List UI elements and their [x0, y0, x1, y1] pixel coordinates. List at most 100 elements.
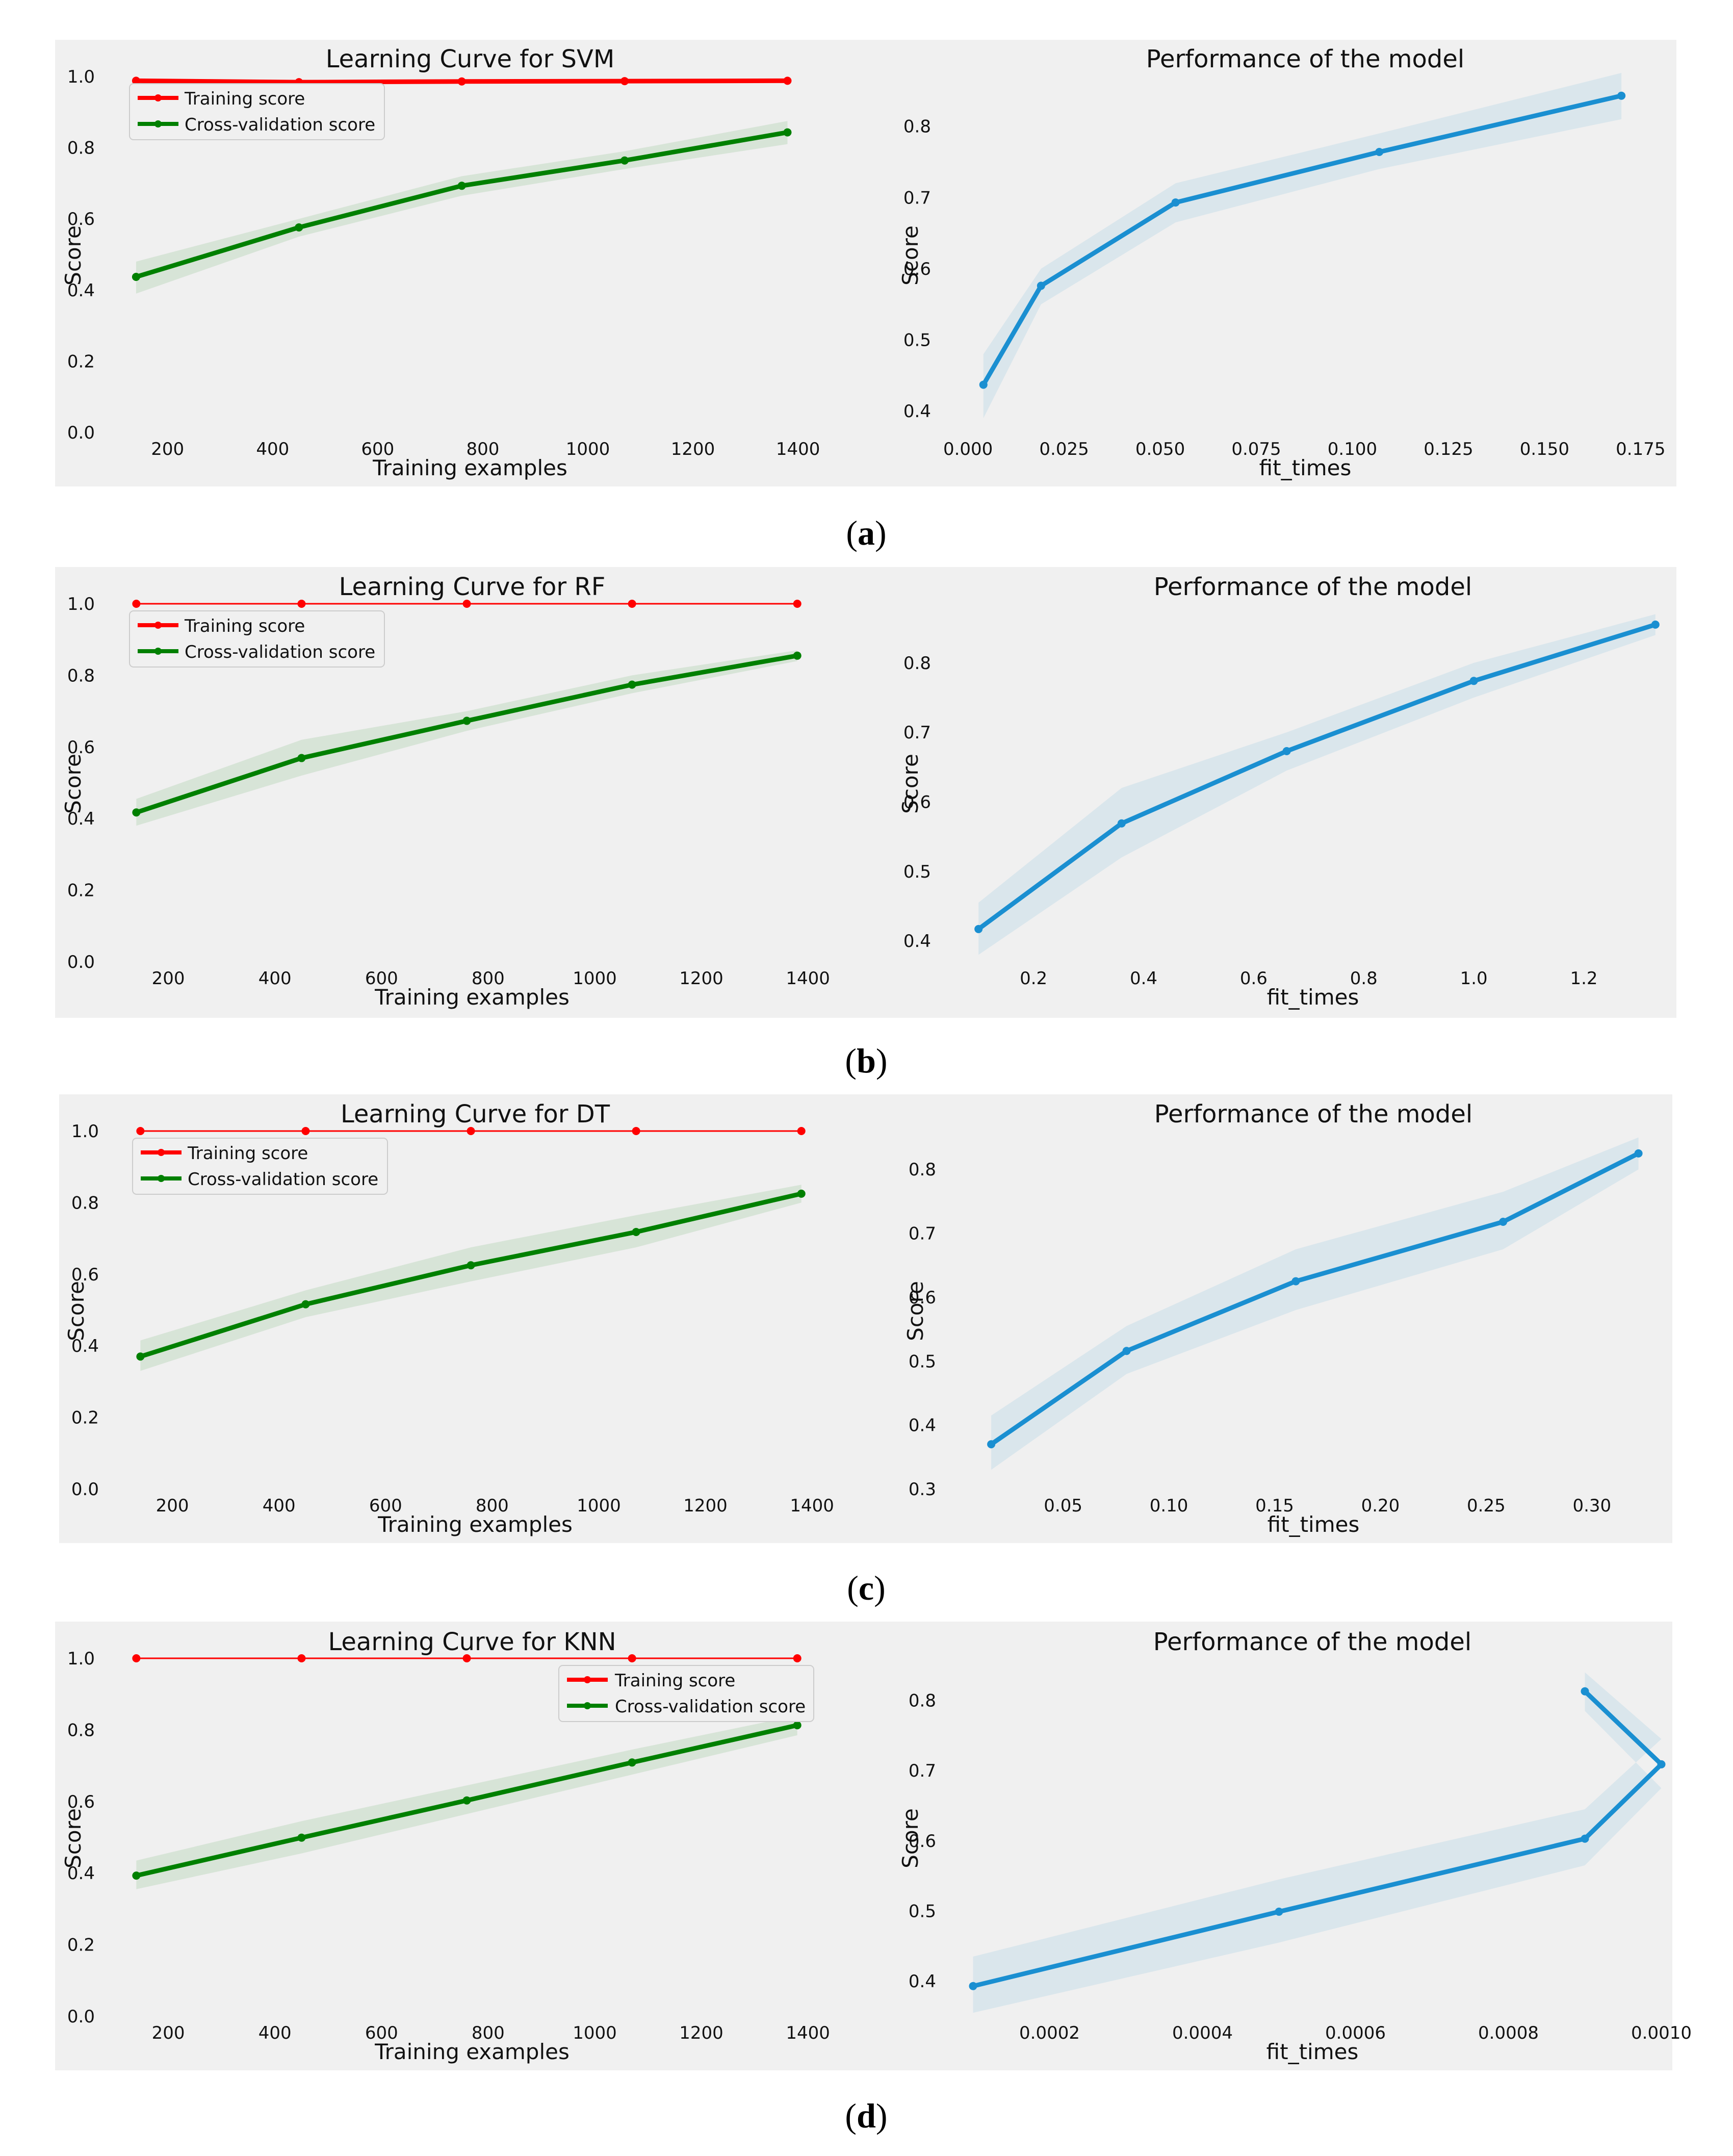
caption-b: (b)	[845, 1041, 887, 1080]
chart-title: Performance of the model	[1154, 1100, 1472, 1128]
x-tick-label: 1400	[790, 1496, 834, 1516]
plot-area: 0.4 0.5 0.6 0.7 0.8 0.0002 0.0004 0.0006 0.0008 0…	[909, 1672, 1692, 2043]
data-point-score	[1037, 281, 1045, 290]
y-tick-label: 0.6	[67, 1792, 95, 1812]
x-tick-label: 1.0	[1460, 968, 1488, 989]
legend-cv-label: Cross-validation score	[185, 642, 375, 662]
plot-area: 0.4 0.5 0.6 0.7 0.8 0.2 0.4 0.6 0.8 1.0 1.2	[903, 614, 1660, 989]
data-point-cross-validation-score	[793, 1721, 801, 1730]
data-point-score	[1117, 819, 1126, 828]
y-tick-label: 1.0	[71, 1121, 99, 1142]
x-tick-label: 600	[369, 1496, 402, 1516]
data-point-training-score	[136, 1127, 145, 1135]
legend: Training score Cross-validation score	[129, 610, 385, 668]
data-point-score	[987, 1440, 996, 1449]
y-tick-label: 0.6	[903, 259, 931, 279]
data-point-cross-validation-score	[632, 1227, 640, 1236]
y-tick-label: 1.0	[67, 67, 95, 87]
legend-box	[558, 1665, 814, 1722]
y-tick-label: 1.0	[67, 1649, 95, 1669]
data-point-training-score	[132, 76, 140, 85]
x-tick-label: 200	[151, 439, 184, 459]
y-axis-label: Score	[64, 1281, 89, 1341]
data-point-cross-validation-score	[462, 716, 471, 725]
x-tick-label: 1000	[573, 2023, 617, 2043]
legend: Training score Cross-validation score	[558, 1665, 814, 1722]
data-point-score	[1651, 620, 1660, 629]
y-axis-label: Score	[898, 225, 923, 286]
y-tick-label: 0.8	[67, 1720, 95, 1740]
data-point-cross-validation-score	[297, 754, 306, 762]
data-point-cross-validation-score	[297, 1833, 306, 1842]
legend-training-marker	[158, 1149, 165, 1156]
y-axis-label: Score	[61, 225, 86, 286]
y-axis-label: Score	[898, 754, 923, 814]
chart-a-right: Performance of the model fit_times Score…	[898, 45, 1666, 480]
data-point-training-score	[132, 1654, 141, 1662]
caption-a: (a)	[846, 514, 886, 552]
x-tick-label: 800	[476, 1496, 509, 1516]
y-tick-label: 0.5	[909, 1351, 936, 1372]
confidence-band-score	[978, 614, 1656, 955]
data-point-training-score	[462, 1654, 471, 1662]
data-point-score	[1375, 147, 1384, 156]
data-point-score	[1171, 198, 1180, 207]
x-tick-label: 800	[472, 968, 505, 989]
chart-title: Learning Curve for KNN	[328, 1628, 616, 1656]
y-tick-label: 0.7	[909, 1761, 936, 1781]
data-point-cross-validation-score	[628, 1758, 636, 1767]
legend: Training score Cross-validation score	[132, 1138, 388, 1195]
data-point-cross-validation-score	[620, 156, 629, 165]
x-tick-label: 0.150	[1520, 439, 1569, 459]
chart-title: Learning Curve for SVM	[326, 45, 614, 73]
data-point-training-score	[632, 1127, 640, 1135]
x-tick-label: 0.4	[1130, 968, 1157, 989]
data-point-training-score	[297, 600, 306, 608]
legend-training-label: Training score	[184, 89, 305, 109]
plot-area: 0.0 0.2 0.4 0.6 0.8 1.0 200 400 600 800 1000 1200 14…	[67, 67, 820, 459]
chart-c-left: Learning Curve for DT Training examples …	[64, 1100, 834, 1537]
x-tick-label: 400	[256, 439, 289, 459]
y-tick-label: 0.0	[67, 952, 95, 972]
data-point-score	[1581, 1834, 1589, 1843]
y-axis-label: Score	[903, 1281, 928, 1341]
data-point-score	[1282, 747, 1291, 755]
x-tick-label: 1000	[566, 439, 610, 459]
legend: Training score Cross-validation score	[129, 83, 385, 140]
chart-b-right: Performance of the model fit_times Score…	[898, 573, 1660, 1010]
legend-training-marker	[154, 94, 162, 101]
plot-area: 0.0 0.2 0.4 0.6 0.8 1.0 200 400 600 800 1000 1200 14…	[71, 1121, 834, 1516]
y-tick-label: 0.8	[67, 665, 95, 686]
x-axis-label: fit_times	[1266, 2039, 1359, 2064]
x-tick-label: 0.8	[1350, 968, 1378, 989]
x-axis-label: Training examples	[374, 985, 570, 1010]
chart-a-left: Learning Curve for SVM Training examples…	[61, 45, 820, 480]
legend-cv-marker	[158, 1175, 165, 1182]
y-tick-label: 0.6	[67, 737, 95, 758]
confidence-band-score	[991, 1137, 1639, 1470]
panel-d-background	[55, 1622, 1672, 2070]
x-tick-label: 0.20	[1361, 1496, 1400, 1516]
data-point-training-score	[132, 600, 141, 608]
x-tick-label: 400	[263, 1496, 296, 1516]
legend-cv-marker	[154, 648, 162, 655]
chart-d-right: Performance of the model fit_times Score…	[898, 1628, 1692, 2064]
x-tick-label: 1200	[671, 439, 715, 459]
caption-c: (c)	[847, 1569, 886, 1607]
data-point-cross-validation-score	[628, 680, 636, 689]
y-tick-label: 0.7	[909, 1224, 936, 1244]
data-point-score	[1657, 1760, 1666, 1768]
chart-title: Learning Curve for DT	[341, 1100, 610, 1128]
x-tick-label: 0.6	[1240, 968, 1268, 989]
plot-area: 0.3 0.4 0.5 0.6 0.7 0.8 0.05 0.10 0.15 0.20 0.25 0.…	[909, 1137, 1643, 1516]
y-tick-label: 0.8	[71, 1193, 99, 1213]
x-axis-label: Training examples	[377, 1512, 573, 1537]
x-tick-label: 0.25	[1467, 1496, 1506, 1516]
confidence-band-score	[973, 1672, 1662, 2013]
data-point-training-score	[467, 1127, 475, 1135]
y-tick-label: 0.8	[903, 653, 931, 674]
y-tick-label: 0.2	[67, 351, 95, 372]
x-tick-label: 0.0008	[1478, 2023, 1539, 2043]
y-tick-label: 0.7	[903, 188, 931, 208]
data-point-cross-validation-score	[136, 1352, 145, 1361]
